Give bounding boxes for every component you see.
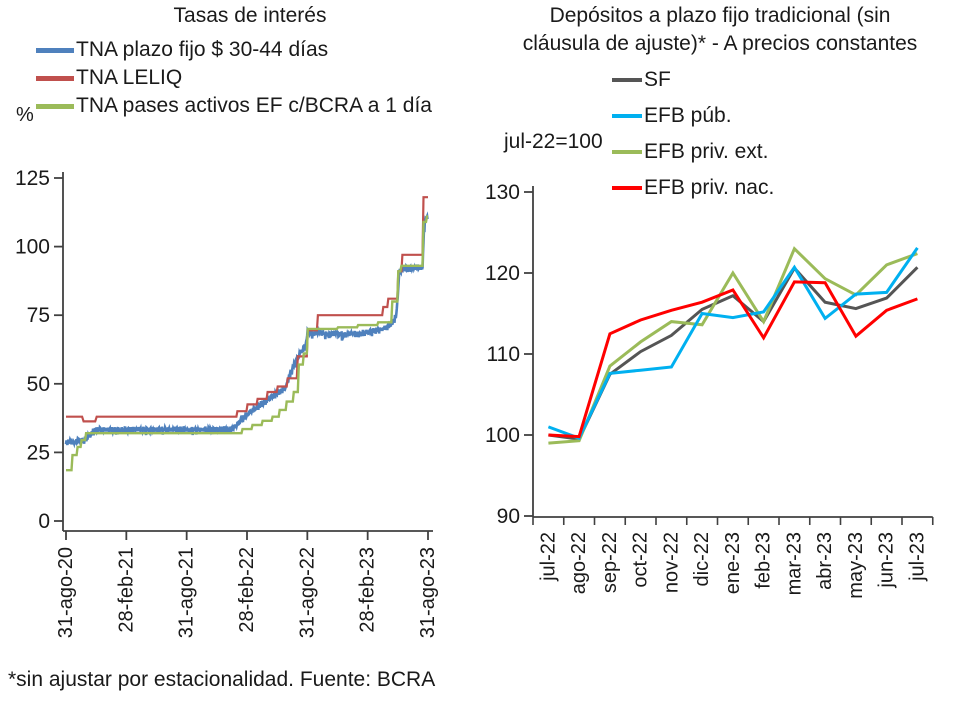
legend-item-1: EFB púb. (612, 98, 774, 134)
right-x-tick-label: sep-22 (599, 532, 621, 593)
right-y-tick-label: 90 (497, 505, 520, 528)
left-y-tick-label: 25 (27, 441, 50, 464)
legend-label: TNA plazo fijo $ 30-44 días (76, 38, 329, 61)
right-chart-legend: SF EFB púb. EFB priv. ext. EFB priv. nac. (612, 62, 774, 206)
right-x-tick-label: ago-22 (568, 532, 590, 594)
right-chart-title-line1: Depósitos a plazo fijo tradicional (sin (549, 4, 891, 27)
legend-item-2: TNA pases activos EF c/BCRA a 1 día (36, 92, 432, 120)
legend-swatch (612, 78, 642, 82)
right-x-tick-label: feb-23 (753, 532, 775, 589)
legend-label: TNA pases activos EF c/BCRA a 1 día (76, 94, 432, 117)
footnote-source: *sin ajustar por estacionalidad. Fuente:… (8, 668, 436, 691)
left-axis-unit-label: % (16, 104, 34, 126)
right-x-tick-label: jul-23 (906, 532, 928, 582)
legend-item-1: TNA LELIQ (36, 64, 432, 92)
deposits-line-chart: 90 100 110 120 130 jul-22 ago-22 sep-22 oct-22 no… (485, 181, 934, 599)
right-y-tick-label: 120 (485, 262, 520, 285)
right-series-3 (548, 280, 918, 439)
right-x-tick-label: jul-22 (537, 532, 559, 582)
legend-item-2: EFB priv. ext. (612, 134, 774, 170)
right-x-tick-label: nov-22 (660, 532, 682, 593)
legend-swatch (36, 103, 74, 109)
left-series-0 (64, 211, 429, 449)
left-x-tick-label: 31-ago-23 (417, 547, 439, 638)
left-series-2 (66, 215, 429, 472)
right-x-tick-label: abr-23 (814, 532, 836, 590)
right-y-tick-label: 130 (485, 181, 520, 204)
legend-item-3: EFB priv. nac. (612, 170, 774, 206)
deposits-chart-panel: Depósitos a plazo fijo tradicional (sin … (480, 0, 960, 704)
legend-item-0: SF (612, 62, 774, 98)
legend-label: SF (644, 68, 671, 91)
interest-rates-chart-panel: Tasas de interés TNA plazo fijo $ 30-44 … (15, 4, 439, 638)
right-series-1 (548, 246, 918, 445)
left-y-tick-label: 50 (27, 373, 50, 396)
interest-rates-line-chart: 0 25 50 75 100 125 31-ago-20 28-feb-21 31-ago-21… (15, 167, 439, 638)
left-chart-title: Tasas de interés (173, 4, 327, 27)
right-x-tick-label: mar-23 (783, 532, 805, 595)
legend-label: TNA LELIQ (76, 66, 183, 89)
left-x-tick-label: 31-ago-21 (176, 547, 198, 638)
legend-item-0: TNA plazo fijo $ 30-44 días (36, 36, 432, 64)
left-series-1 (66, 196, 428, 423)
right-x-tick-label: oct-22 (630, 532, 652, 588)
right-series-2 (547, 247, 919, 441)
left-chart-legend: TNA plazo fijo $ 30-44 días TNA LELIQ TNA … (36, 36, 432, 120)
left-y-tick-label: 125 (15, 167, 50, 190)
left-y-tick-label: 100 (15, 236, 50, 259)
right-index-base-label: jul-22=100 (504, 130, 603, 153)
right-y-tick-label: 110 (487, 343, 520, 366)
left-x-tick-label: 28-feb-21 (115, 547, 137, 633)
left-y-tick-label: 75 (27, 304, 50, 327)
right-x-tick-label: ene-23 (722, 532, 744, 594)
left-x-tick-label: 28-feb-23 (357, 547, 379, 633)
legend-swatch (612, 150, 642, 154)
left-x-tick-label: 31-ago-20 (55, 547, 77, 638)
right-chart-title: Depósitos a plazo fijo tradicional (sin … (480, 2, 960, 58)
left-x-tick-label: 28-feb-22 (236, 547, 258, 633)
left-x-tick-label: 31-ago-22 (296, 547, 318, 638)
legend-label: EFB púb. (644, 104, 732, 127)
right-x-tick-label: may-23 (845, 532, 867, 599)
legend-swatch (612, 114, 642, 118)
left-y-tick-label: 0 (38, 510, 50, 533)
right-x-tick-label: dic-22 (691, 532, 713, 586)
legend-label: EFB priv. nac. (644, 176, 775, 199)
right-chart-title-line2: cláusula de ajuste)* - A precios constan… (522, 32, 918, 55)
legend-swatch (36, 75, 74, 81)
legend-swatch (612, 186, 642, 190)
legend-label: EFB priv. ext. (644, 140, 769, 163)
right-x-tick-label: jun-23 (876, 532, 898, 589)
legend-swatch (36, 47, 74, 53)
right-y-tick-label: 100 (485, 424, 520, 447)
